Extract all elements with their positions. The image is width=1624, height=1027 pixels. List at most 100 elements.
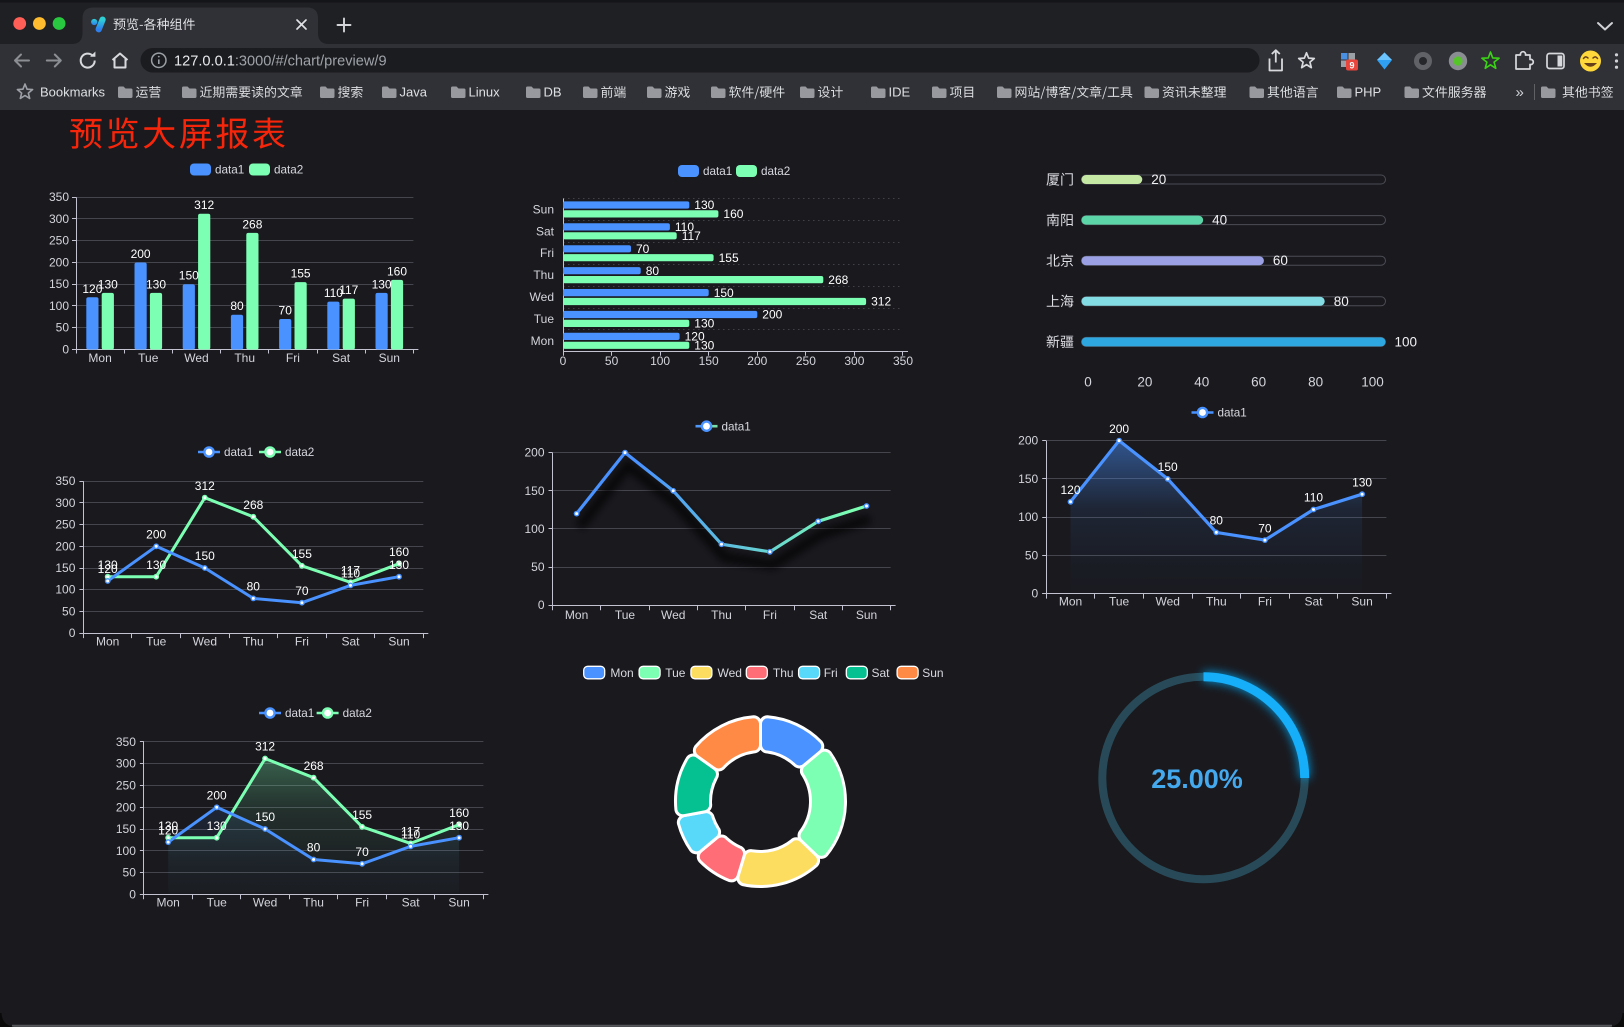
svg-text:data1: data1	[224, 446, 253, 459]
svg-text:200: 200	[131, 247, 151, 261]
svg-text:Wed: Wed	[193, 635, 217, 649]
svg-text:200: 200	[747, 354, 767, 368]
svg-text:70: 70	[636, 242, 650, 256]
svg-text:155: 155	[352, 808, 372, 822]
svg-text:70: 70	[355, 845, 369, 859]
svg-text:120: 120	[1060, 483, 1080, 497]
svg-text:0: 0	[1032, 587, 1039, 601]
svg-text:120: 120	[685, 330, 705, 344]
svg-text:100: 100	[524, 522, 544, 536]
svg-text:130: 130	[146, 558, 166, 572]
svg-text:60: 60	[1273, 253, 1288, 268]
svg-text:Mon: Mon	[531, 334, 554, 348]
svg-text:70: 70	[279, 304, 293, 318]
svg-text:100: 100	[650, 354, 670, 368]
svg-text:150: 150	[195, 549, 215, 563]
svg-text:350: 350	[55, 474, 75, 488]
svg-text:Mon: Mon	[157, 896, 180, 910]
svg-text:data1: data1	[215, 164, 244, 177]
svg-text:data2: data2	[274, 164, 303, 177]
svg-text:Wed: Wed	[1155, 595, 1179, 609]
svg-text:200: 200	[762, 308, 782, 322]
svg-text:110: 110	[401, 828, 420, 842]
svg-text:Fri: Fri	[824, 666, 838, 680]
svg-text:130: 130	[98, 277, 118, 291]
svg-text:150: 150	[699, 354, 719, 368]
svg-text:data1: data1	[285, 707, 314, 720]
svg-text:Sat: Sat	[872, 666, 891, 680]
svg-text:Thu: Thu	[533, 268, 554, 282]
svg-text:200: 200	[524, 446, 544, 460]
svg-text:110: 110	[324, 286, 343, 300]
svg-text:data1: data1	[722, 420, 751, 433]
svg-text:80: 80	[1210, 514, 1224, 528]
svg-text:250: 250	[49, 234, 69, 248]
svg-text:80: 80	[307, 841, 321, 855]
svg-text:Thu: Thu	[303, 896, 324, 910]
svg-text:312: 312	[255, 740, 275, 754]
svg-text:Thu: Thu	[773, 666, 794, 680]
svg-text:Fri: Fri	[763, 608, 777, 622]
svg-text:110: 110	[341, 567, 360, 581]
svg-text:350: 350	[116, 735, 136, 749]
svg-text:250: 250	[55, 518, 75, 532]
svg-text:160: 160	[723, 207, 743, 221]
svg-text:100: 100	[1361, 375, 1384, 390]
svg-text:Sun: Sun	[922, 666, 943, 680]
svg-text:160: 160	[389, 545, 409, 559]
svg-text:50: 50	[123, 866, 137, 880]
svg-text:250: 250	[796, 354, 816, 368]
svg-text:150: 150	[714, 286, 734, 300]
svg-text:Tue: Tue	[1109, 595, 1130, 609]
svg-text:Thu: Thu	[243, 635, 264, 649]
svg-text:200: 200	[116, 800, 136, 814]
svg-text:250: 250	[116, 779, 136, 793]
svg-text:70: 70	[295, 584, 309, 598]
svg-text:data2: data2	[761, 165, 790, 178]
svg-text:Linux: Linux	[469, 85, 501, 100]
svg-text:Wed: Wed	[530, 290, 554, 304]
svg-text:0: 0	[560, 354, 567, 368]
svg-text:150: 150	[255, 810, 275, 824]
svg-text:130: 130	[694, 198, 714, 212]
svg-text:Thu: Thu	[234, 351, 255, 365]
svg-text:200: 200	[1018, 434, 1038, 448]
svg-text:100: 100	[1018, 510, 1038, 524]
svg-text:40: 40	[1194, 375, 1209, 390]
svg-text:data2: data2	[343, 707, 372, 720]
svg-text:Fri: Fri	[355, 896, 369, 910]
svg-text:Sun: Sun	[379, 351, 400, 365]
svg-text:Sun: Sun	[388, 635, 409, 649]
svg-text:Sun: Sun	[533, 202, 554, 216]
svg-text:Sun: Sun	[1351, 595, 1372, 609]
svg-text:268: 268	[828, 273, 848, 287]
svg-text:Bookmarks: Bookmarks	[40, 85, 106, 100]
svg-text:160: 160	[387, 264, 407, 278]
svg-text:0: 0	[538, 598, 545, 612]
svg-text:50: 50	[1025, 548, 1039, 562]
svg-text:100: 100	[55, 583, 75, 597]
svg-text:PHP: PHP	[1355, 85, 1382, 100]
svg-text:Tue: Tue	[207, 896, 228, 910]
svg-text:150: 150	[1018, 472, 1038, 486]
svg-text:160: 160	[449, 806, 469, 820]
svg-text:130: 130	[449, 819, 469, 833]
svg-text:0: 0	[69, 626, 76, 640]
svg-text:Thu: Thu	[711, 608, 732, 622]
svg-text:Sat: Sat	[402, 896, 421, 910]
svg-text:150: 150	[49, 277, 69, 291]
svg-text:Sat: Sat	[809, 608, 828, 622]
svg-text:155: 155	[719, 251, 739, 265]
svg-text:117: 117	[682, 229, 701, 243]
svg-text:130: 130	[98, 558, 118, 572]
svg-text:data1: data1	[703, 165, 732, 178]
svg-text:300: 300	[844, 354, 864, 368]
svg-text:200: 200	[146, 528, 166, 542]
svg-text:Sat: Sat	[332, 351, 351, 365]
svg-text:DB: DB	[544, 85, 562, 100]
svg-text:Sat: Sat	[536, 224, 555, 238]
svg-text:9: 9	[1349, 60, 1354, 70]
svg-text:Mon: Mon	[610, 666, 633, 680]
svg-text:80: 80	[1308, 375, 1323, 390]
svg-text:Fri: Fri	[540, 246, 554, 260]
